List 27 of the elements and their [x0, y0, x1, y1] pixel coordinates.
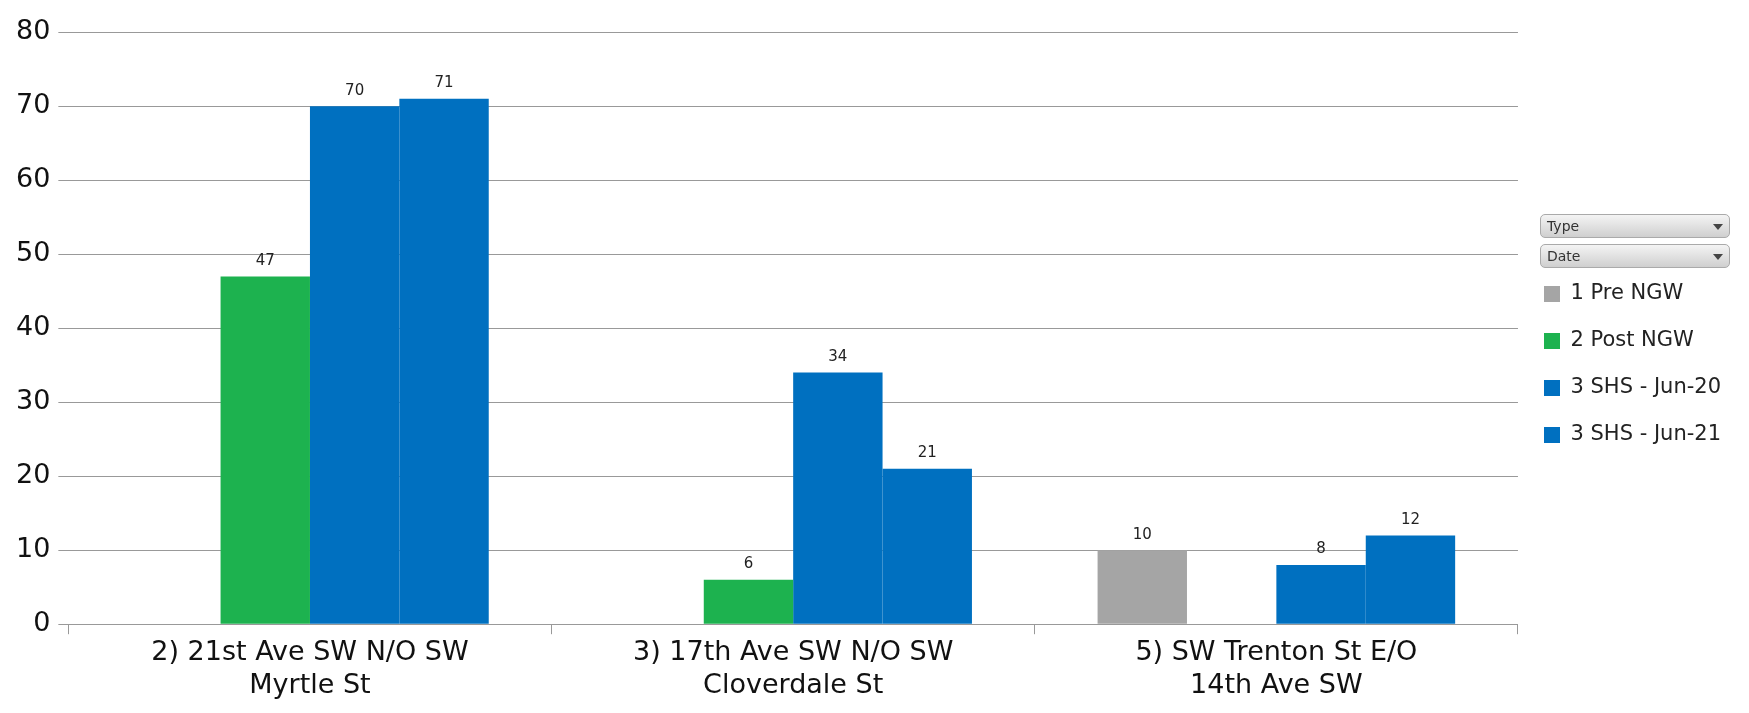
y-tick-label: 40 — [16, 310, 51, 342]
y-tick-label: 60 — [16, 162, 51, 194]
y-tick-label: 30 — [16, 384, 51, 416]
data-label: 21 — [917, 443, 937, 462]
legend-label: 3 SHS - Jun-20 — [1570, 374, 1721, 399]
x-tick-label: 2) 21st Ave SW N/O SW Myrtle St — [151, 635, 469, 699]
x-tick-label: 5) SW Trenton St E/O 14th Ave SW — [1135, 635, 1418, 699]
y-tick-label: 70 — [16, 88, 51, 120]
legend-label: 3 SHS - Jun-21 — [1570, 421, 1721, 446]
data-label: 71 — [434, 73, 454, 92]
y-tick-label: 0 — [33, 606, 51, 638]
y-tick-label: 10 — [16, 532, 51, 564]
data-label: 70 — [345, 80, 365, 99]
data-label: 12 — [1400, 509, 1421, 528]
y-tick-label: 80 — [16, 14, 51, 46]
data-label: 10 — [1132, 524, 1152, 543]
x-tick-label: 3) 17th Ave SW N/O SW Cloverdale St — [632, 635, 954, 699]
dropdown-field: Date — [1539, 243, 1730, 268]
y-tick-label: 50 — [16, 236, 51, 268]
legend-label: 1 Pre NGW — [1570, 280, 1684, 305]
data-label: 8 — [1316, 539, 1326, 558]
y-tick-label: 20 — [16, 458, 51, 490]
dropdown-field: Type — [1539, 213, 1730, 238]
data-label: 6 — [743, 554, 754, 573]
legend-label: 2 Post NGW — [1570, 327, 1695, 352]
data-label: 47 — [255, 250, 275, 269]
data-label: 34 — [828, 346, 848, 365]
